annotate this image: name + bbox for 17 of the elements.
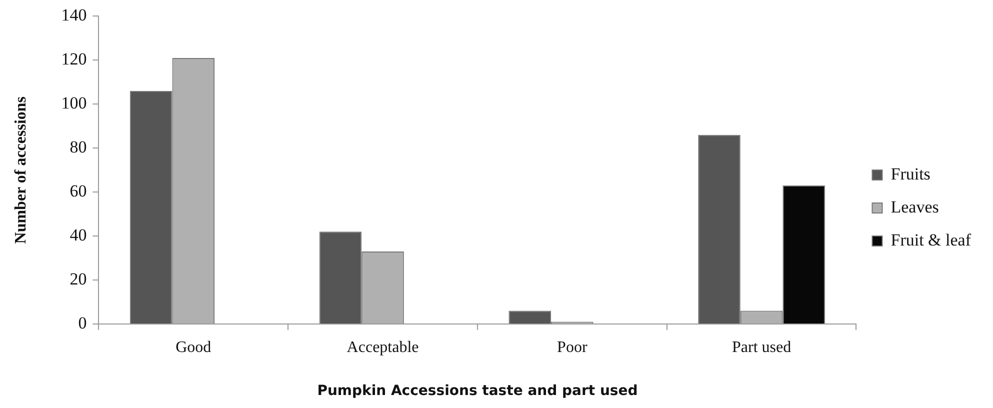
y-axis-title: Number of accessions (12, 96, 30, 244)
y-tick-label: 60 (70, 182, 87, 201)
x-tick-label: Acceptable (346, 338, 419, 356)
legend-label: Fruits (890, 164, 930, 184)
y-tick-label: 40 (70, 226, 87, 245)
y-tick-label: 80 (70, 138, 87, 157)
y-tick-label: 100 (61, 94, 87, 113)
x-axis-title: Pumpkin Accessions taste and part used (317, 383, 638, 400)
x-tick-label: Good (176, 338, 212, 356)
y-tick-label: 140 (61, 6, 87, 25)
legend-label: Leaves (890, 197, 939, 216)
y-tick-label: 20 (70, 269, 87, 288)
legend-label: Fruit & leaf (890, 230, 972, 250)
y-tick-label: 0 (78, 313, 87, 332)
x-tick-label: Poor (557, 338, 588, 356)
x-tick-label: Part used (732, 338, 792, 356)
y-tick-label: 120 (61, 50, 87, 69)
